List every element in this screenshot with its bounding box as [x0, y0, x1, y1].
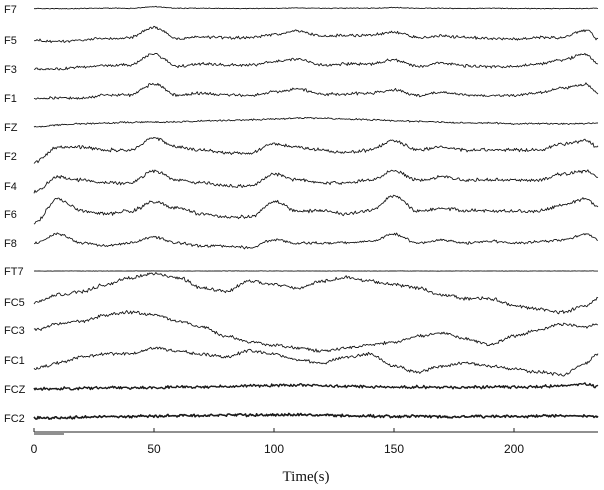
channel-label-fc2: FC2 — [4, 413, 25, 425]
x-axis — [34, 431, 598, 435]
x-axis-title: Time(s) — [283, 469, 330, 485]
trace-fc5 — [33, 272, 599, 315]
trace-fz — [33, 116, 599, 128]
channel-label-fz: FZ — [4, 122, 18, 134]
channel-label-fc1: FC1 — [4, 355, 25, 367]
trace-fc2 — [33, 412, 599, 420]
trace-f5 — [34, 25, 599, 44]
channel-label-f7: F7 — [4, 4, 17, 16]
x-tick-label-150: 150 — [384, 442, 404, 456]
channel-label-f2: F2 — [4, 151, 17, 163]
channel-label-f5: F5 — [4, 35, 17, 47]
channel-label-f3: F3 — [4, 64, 17, 76]
trace-f2 — [33, 136, 599, 164]
channel-label-fc5: FC5 — [4, 297, 25, 309]
trace-layer — [33, 5, 599, 420]
x-tick-label-50: 50 — [147, 442, 161, 456]
trace-fcz — [33, 382, 599, 391]
trace-f8 — [33, 232, 599, 250]
trace-fc3 — [33, 310, 599, 353]
trace-f3 — [33, 52, 599, 71]
trace-f7 — [33, 5, 599, 10]
channel-label-fc3: FC3 — [4, 325, 25, 337]
channel-label-f6: F6 — [4, 209, 17, 221]
trace-f6 — [33, 194, 599, 225]
trace-fc1 — [33, 346, 599, 377]
channel-label-f8: F8 — [4, 238, 17, 250]
trace-f4 — [33, 169, 599, 194]
trace-f1 — [33, 82, 599, 100]
x-tick-label-200: 200 — [504, 442, 524, 456]
channel-label-f1: F1 — [4, 93, 17, 105]
channel-label-fcz: FCZ — [4, 384, 26, 396]
x-tick-layer: 0 50 100 150 200 — [31, 428, 524, 456]
channel-label-f4: F4 — [4, 181, 17, 193]
channel-label-ft7: FT7 — [4, 266, 24, 278]
x-tick-label-100: 100 — [264, 442, 284, 456]
channel-label-layer: F7 F5 F3 F1 FZ F2 F4 F6 F8 FT7 FC5 FC3 FC1 FCZ FC2 — [4, 4, 26, 425]
x-tick-label-0: 0 — [31, 442, 38, 456]
